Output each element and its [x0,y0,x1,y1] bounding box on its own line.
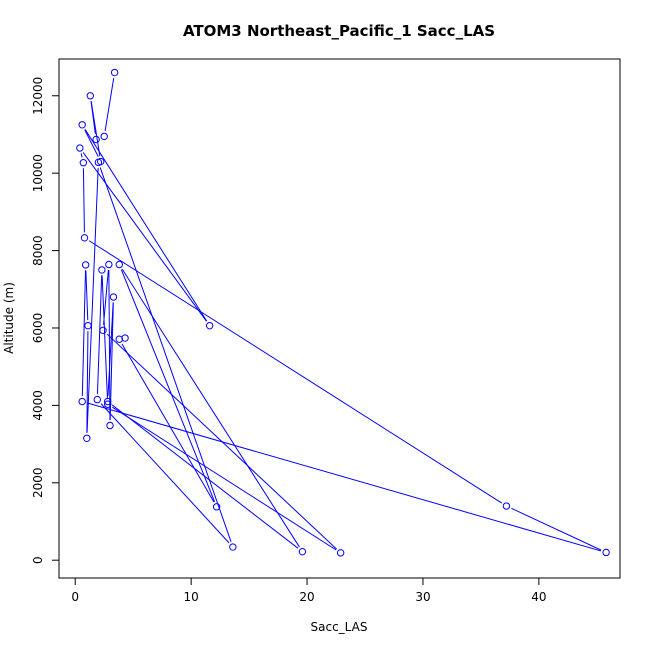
y-tick-label: 2000 [31,468,45,499]
y-tick-label: 6000 [31,313,45,344]
series-segment [85,270,89,321]
series-segment [106,333,337,550]
series-segment [96,275,103,395]
data-point [81,261,90,269]
data-point [115,335,123,343]
data-point [78,397,86,406]
series-segment [121,268,300,548]
series-segment [86,167,99,433]
series-segment [108,270,111,421]
series-segment [121,343,215,503]
series-segment [120,269,216,502]
series-segment [90,101,101,157]
x-tick-label: 20 [299,590,314,604]
data-point [80,234,89,242]
data-point [92,135,100,144]
y-tick-label: 8000 [31,235,45,266]
series-segment [81,270,87,397]
data-point [212,503,221,511]
data-point [86,92,94,100]
y-tick-label: 0 [31,556,45,564]
y-axis-label: Altitude (m) [2,282,16,354]
series-segment [84,129,99,157]
data-point [94,158,103,167]
x-tick-label: 0 [71,590,79,604]
x-tick-label: 10 [183,590,198,604]
series-segment [82,152,207,322]
x-axis: 0 10 20 30 40 [71,577,547,604]
data-point [298,547,307,556]
series-segment [101,275,108,399]
x-tick-label: 40 [531,590,546,604]
series-segment [82,168,85,233]
series-segment [88,240,503,504]
series-segment [86,331,89,433]
series-segment [107,302,114,397]
series-segment [111,404,299,549]
series-segment [84,129,208,322]
y-axis: 0 2000 4000 6000 8000 10000 12000 [31,77,60,564]
data-point [109,293,118,301]
data-point [99,326,107,335]
data-point [336,549,345,557]
data-point [76,144,84,152]
series-segment [99,167,232,543]
chart-title: ATOM3 Northeast_Pacific_1 Sacc_LAS [183,22,495,40]
data-point [115,260,123,269]
data-point [121,334,129,342]
series-segment [100,403,230,544]
data-point [229,543,237,551]
series-segment [104,77,115,132]
y-tick-label: 4000 [31,390,45,421]
data-point [602,548,610,557]
series-segment [87,402,601,552]
series-points [76,68,610,557]
series-segment [112,406,337,551]
data-point [106,421,114,430]
data-point [79,159,88,167]
y-tick-label: 10000 [31,154,45,192]
data-point [110,68,119,77]
y-tick-label: 12000 [31,77,45,115]
series-lines [80,77,602,552]
series-segment [511,507,602,551]
x-axis-label: Sacc_LAS [311,620,368,634]
data-point [502,502,511,510]
data-point [98,266,106,274]
data-point [93,395,101,404]
data-point [83,434,91,442]
series-segment [103,269,109,325]
data-point [205,321,214,330]
series-segment [80,153,83,158]
data-point [103,397,112,406]
data-point [103,400,112,408]
data-point [84,321,92,330]
data-point [100,132,108,141]
plot-frame [58,58,621,579]
x-tick-label: 30 [415,590,430,604]
data-point [105,260,113,269]
data-point [78,121,86,129]
